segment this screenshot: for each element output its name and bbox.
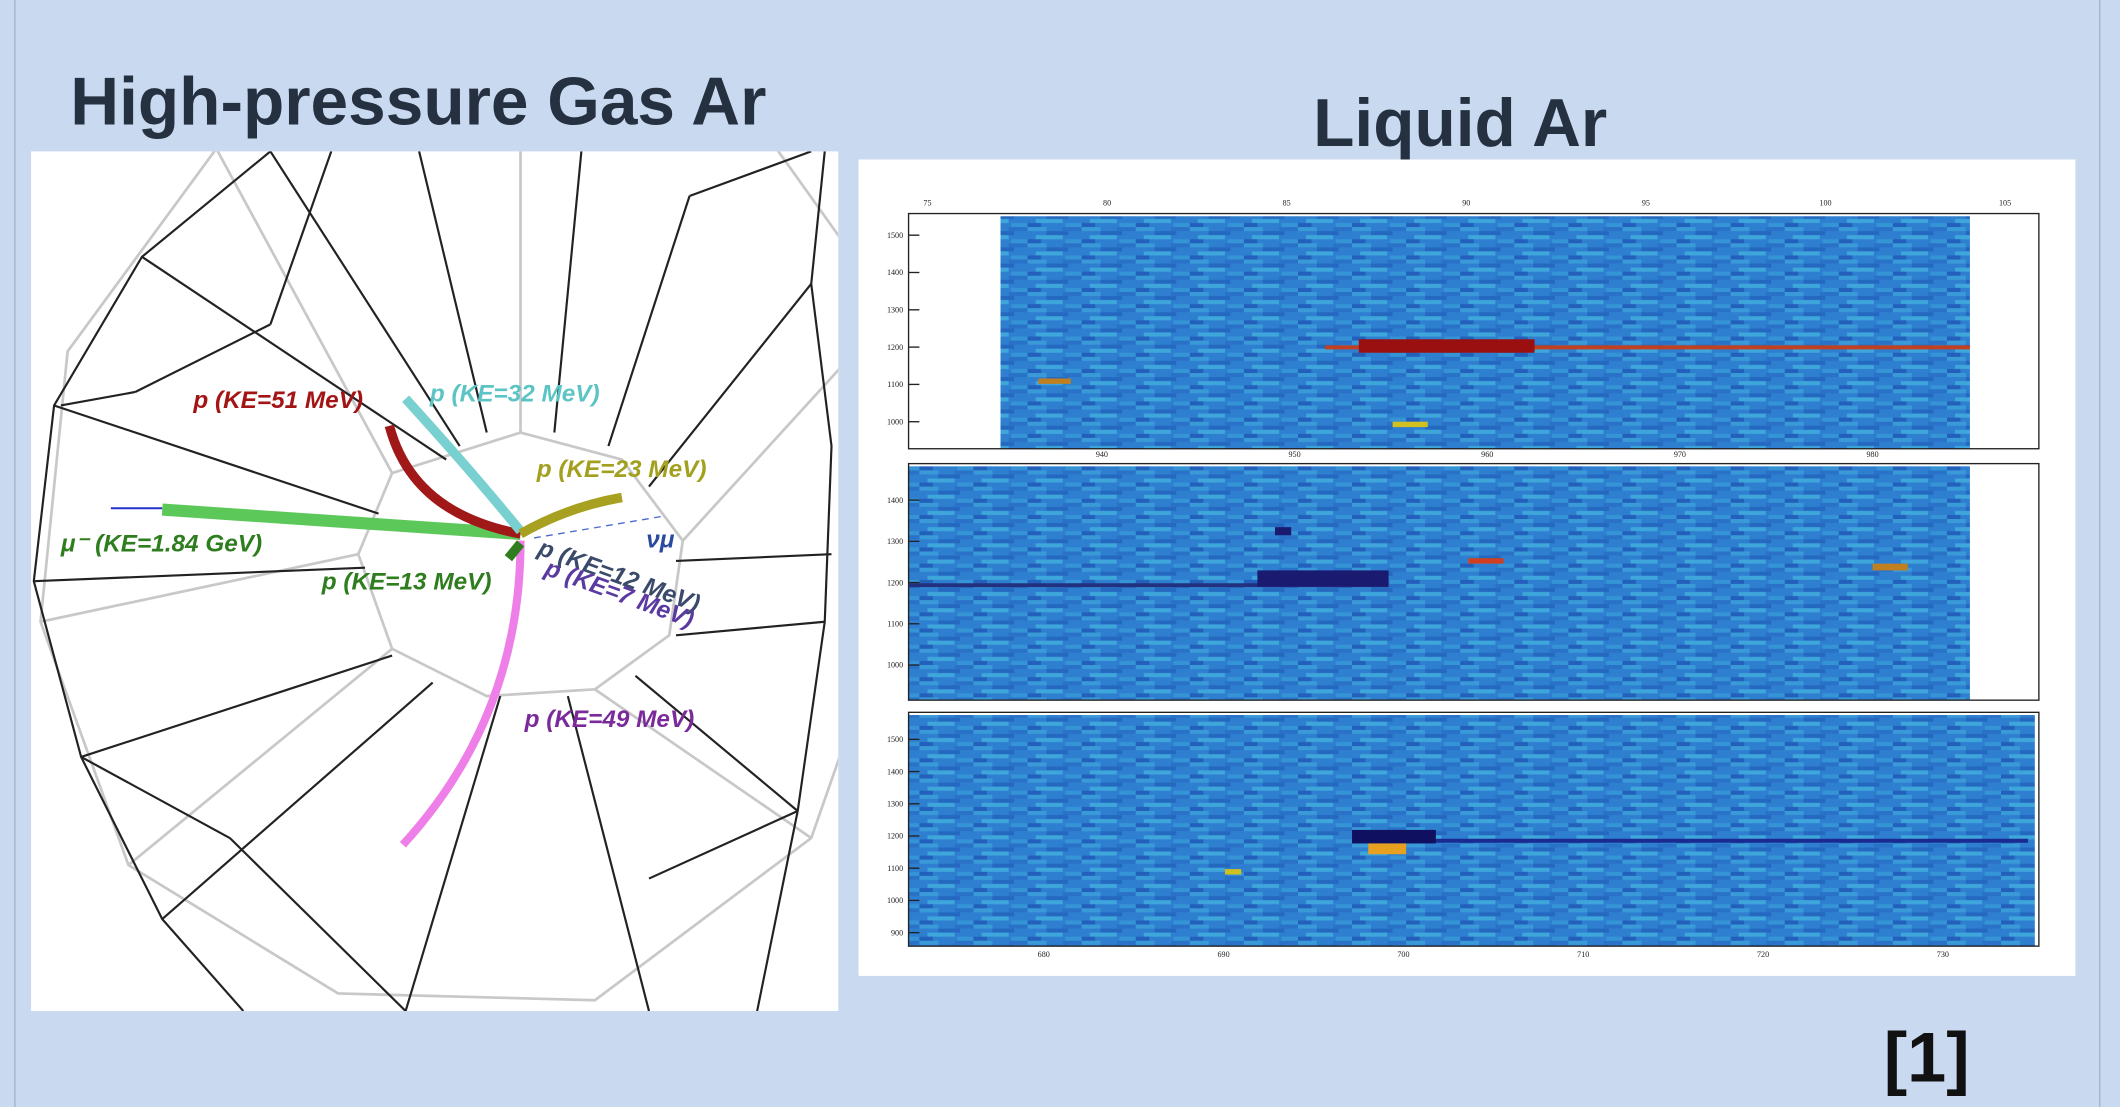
lar-event-display (859, 159, 2076, 975)
track-label: νμ (646, 526, 675, 553)
axis-tick-label: 1300 (887, 306, 903, 315)
axis-tick-label: 980 (1866, 450, 1878, 459)
axis-tick-label: 1400 (887, 496, 903, 505)
track-label: p (KE=13 MeV) (321, 568, 492, 595)
axis-tick-label: 1400 (887, 268, 903, 277)
gas-event-display: p (KE=51 MeV) p (KE=32 MeV) p (KE=23 MeV… (31, 61, 906, 1011)
title: High-pressure Gas Ar (70, 64, 766, 139)
axis-tick-label: 960 (1481, 450, 1493, 459)
axis-tick-label: 1100 (887, 619, 903, 628)
heatmap (909, 715, 2035, 946)
track-label: p (KE=32 MeV) (429, 380, 600, 407)
axis-tick-label: 90 (1462, 198, 1470, 207)
axis-tick-label: 1500 (887, 735, 903, 744)
axis-tick-label: 730 (1937, 950, 1949, 959)
axis-tick-label: 75 (923, 198, 931, 207)
axis-tick-label: 1300 (887, 799, 903, 808)
track-label: μ⁻ (KE=1.84 GeV) (60, 530, 262, 557)
axis-tick-label: 1000 (887, 661, 903, 670)
axis-tick-label: 1100 (887, 380, 903, 389)
axis-tick-label: 85 (1283, 198, 1291, 207)
axis-tick-label: 900 (891, 928, 903, 937)
page: High-pressure Gas Ar Liquid Ar (0, 0, 2120, 1107)
axis-tick-label: 1000 (887, 417, 903, 426)
axis-tick-label: 105 (1999, 198, 2011, 207)
axis-tick-label: 80 (1103, 198, 1111, 207)
axis-tick-label: 680 (1038, 950, 1050, 959)
axis-tick-label: 1100 (887, 864, 903, 873)
track-label: p (KE=23 MeV) (536, 456, 707, 483)
slide: High-pressure Gas Ar Liquid Ar (0, 0, 2120, 1107)
axis-tick-label: 95 (1642, 198, 1650, 207)
axis-tick-label: 100 (1819, 198, 1831, 207)
heatmap (1001, 216, 1970, 448)
axis-tick-label: 1200 (887, 578, 903, 587)
axis-tick-label: 950 (1288, 450, 1300, 459)
axis-tick-label: 970 (1674, 450, 1686, 459)
axis-tick-label: 700 (1397, 950, 1409, 959)
axis-tick-label: 1500 (887, 231, 903, 240)
axis-tick-label: 690 (1218, 950, 1230, 959)
axis-tick-label: 1200 (887, 343, 903, 352)
axis-tick-label: 1300 (887, 537, 903, 546)
axis-tick-label: 940 (1096, 450, 1108, 459)
title: Liquid Ar (1313, 86, 1607, 161)
track-label: p (KE=51 MeV) (192, 387, 363, 414)
axis-tick-label: 1400 (887, 767, 903, 776)
axis-tick-label: 1000 (887, 896, 903, 905)
axis-tick-label: 720 (1757, 950, 1769, 959)
axis-tick-label: 710 (1577, 950, 1589, 959)
axis-tick-label: 1200 (887, 832, 903, 841)
track-label: p (KE=49 MeV) (524, 706, 695, 733)
reference: [1] (1884, 1017, 1970, 1096)
